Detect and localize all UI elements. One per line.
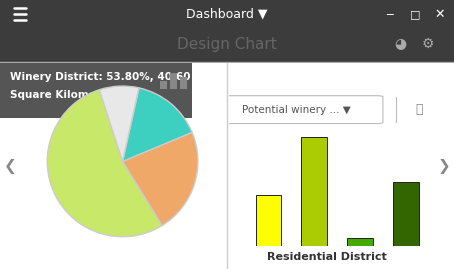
Wedge shape xyxy=(123,132,198,225)
Text: ⚙: ⚙ xyxy=(422,37,434,51)
Bar xyxy=(0,63,192,118)
Text: Winery District: 53.80%, 40.60: Winery District: 53.80%, 40.60 xyxy=(10,72,191,82)
Text: Potential winery ... ▼: Potential winery ... ▼ xyxy=(242,105,351,115)
Wedge shape xyxy=(47,90,162,237)
Bar xyxy=(228,63,454,269)
Bar xyxy=(256,195,281,246)
Text: ✕: ✕ xyxy=(435,8,445,20)
Text: ❮: ❮ xyxy=(4,158,16,174)
Text: Square Kilometers: Square Kilometers xyxy=(10,90,119,100)
Text: ◕: ◕ xyxy=(394,37,406,51)
Wedge shape xyxy=(123,88,192,161)
Wedge shape xyxy=(99,86,139,161)
Text: ─: ─ xyxy=(387,9,393,19)
Bar xyxy=(301,137,327,246)
Text: Residential District: Residential District xyxy=(267,252,387,262)
Text: ❯: ❯ xyxy=(438,158,450,174)
Bar xyxy=(393,182,419,246)
Bar xyxy=(160,81,167,89)
Text: Design Chart: Design Chart xyxy=(177,37,277,51)
Bar xyxy=(347,238,373,246)
Text: 🌐: 🌐 xyxy=(415,103,423,116)
Text: Dashboard ▼: Dashboard ▼ xyxy=(186,8,268,20)
Bar xyxy=(180,77,187,89)
Bar xyxy=(0,63,227,269)
Text: □: □ xyxy=(410,9,420,19)
FancyBboxPatch shape xyxy=(225,96,383,123)
Bar xyxy=(170,73,177,89)
